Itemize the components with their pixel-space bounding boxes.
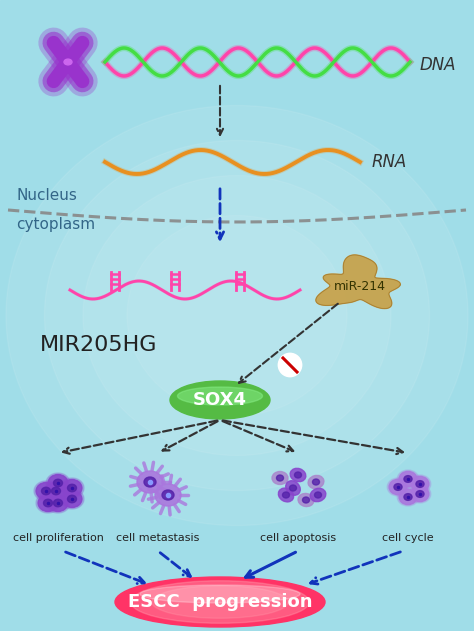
Ellipse shape — [162, 490, 174, 500]
Ellipse shape — [286, 481, 301, 495]
Ellipse shape — [294, 472, 301, 478]
Ellipse shape — [67, 484, 76, 492]
Ellipse shape — [409, 475, 431, 493]
Ellipse shape — [62, 490, 82, 507]
Ellipse shape — [298, 493, 314, 507]
Ellipse shape — [310, 488, 326, 502]
Ellipse shape — [170, 381, 270, 419]
Ellipse shape — [279, 354, 301, 376]
Ellipse shape — [302, 497, 310, 503]
Ellipse shape — [44, 481, 68, 501]
Ellipse shape — [155, 484, 181, 506]
Ellipse shape — [48, 475, 68, 492]
Ellipse shape — [64, 59, 72, 65]
Ellipse shape — [278, 488, 294, 502]
Ellipse shape — [404, 493, 412, 500]
Ellipse shape — [115, 577, 325, 627]
Ellipse shape — [416, 481, 424, 487]
Ellipse shape — [416, 491, 424, 497]
Ellipse shape — [83, 175, 391, 456]
Text: ESCC  progression: ESCC progression — [128, 593, 312, 611]
Ellipse shape — [36, 493, 60, 513]
Text: Nucleus: Nucleus — [16, 187, 77, 203]
Ellipse shape — [131, 581, 309, 623]
Ellipse shape — [272, 471, 288, 485]
Ellipse shape — [399, 471, 417, 487]
Text: DNA: DNA — [420, 56, 456, 74]
Text: cell proliferation: cell proliferation — [13, 533, 103, 543]
Ellipse shape — [38, 495, 58, 512]
Polygon shape — [316, 255, 401, 309]
Ellipse shape — [60, 489, 84, 509]
Ellipse shape — [397, 488, 419, 506]
Ellipse shape — [54, 480, 63, 487]
Ellipse shape — [387, 478, 409, 496]
Ellipse shape — [290, 485, 297, 491]
Ellipse shape — [397, 470, 419, 488]
Ellipse shape — [290, 468, 306, 481]
Ellipse shape — [127, 216, 347, 415]
Ellipse shape — [62, 480, 82, 497]
Text: cell apoptosis: cell apoptosis — [260, 533, 336, 543]
Ellipse shape — [45, 141, 429, 490]
Ellipse shape — [52, 487, 61, 495]
Text: MIR205HG: MIR205HG — [40, 335, 157, 355]
Ellipse shape — [36, 483, 56, 500]
Ellipse shape — [42, 487, 51, 495]
Ellipse shape — [411, 487, 429, 502]
Ellipse shape — [6, 105, 468, 526]
Ellipse shape — [399, 490, 417, 505]
Ellipse shape — [177, 387, 263, 405]
Ellipse shape — [315, 492, 321, 498]
Ellipse shape — [283, 492, 290, 498]
Ellipse shape — [389, 480, 407, 495]
Ellipse shape — [312, 479, 319, 485]
Ellipse shape — [60, 478, 84, 498]
Text: cell metastasis: cell metastasis — [116, 533, 200, 543]
Ellipse shape — [48, 495, 68, 512]
Ellipse shape — [34, 481, 58, 501]
Ellipse shape — [44, 499, 53, 507]
Ellipse shape — [411, 476, 429, 492]
Text: SOX4: SOX4 — [193, 391, 247, 409]
Ellipse shape — [394, 483, 402, 490]
Ellipse shape — [46, 473, 70, 493]
Text: cytoplasm: cytoplasm — [16, 218, 95, 232]
Ellipse shape — [46, 483, 66, 500]
Text: RNA: RNA — [372, 153, 407, 171]
Ellipse shape — [46, 493, 70, 513]
Ellipse shape — [152, 586, 288, 618]
Ellipse shape — [276, 475, 283, 481]
Ellipse shape — [144, 477, 156, 487]
Text: cell cycle: cell cycle — [382, 533, 434, 543]
Ellipse shape — [137, 471, 163, 493]
Ellipse shape — [308, 475, 324, 488]
Ellipse shape — [409, 485, 431, 503]
Ellipse shape — [404, 476, 412, 482]
Ellipse shape — [67, 495, 76, 503]
Ellipse shape — [140, 585, 300, 603]
Text: miR-214: miR-214 — [334, 281, 386, 293]
Ellipse shape — [54, 499, 63, 507]
